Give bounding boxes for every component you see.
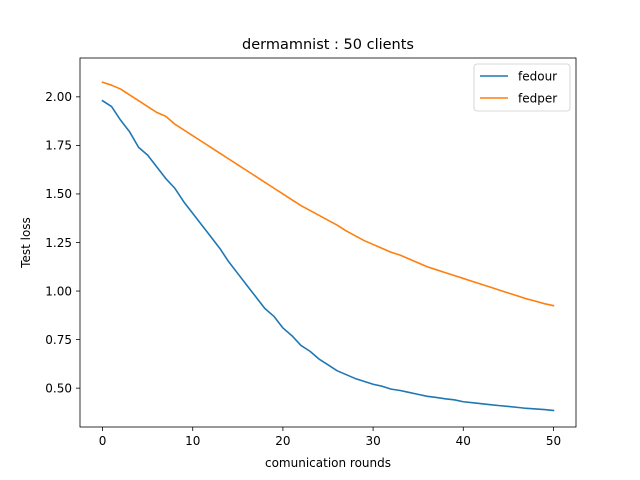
- y-tick-label: 0.75: [45, 333, 72, 347]
- x-tick-label: 30: [365, 434, 380, 448]
- legend-label-fedper: fedper: [518, 91, 557, 105]
- plot-lines: [101, 81, 555, 412]
- y-tick-label: 1.75: [45, 139, 72, 153]
- series-line-fedper: [101, 81, 555, 307]
- y-axis-ticks: 0.50 0.75 1.00 1.25 1.50 1.75 2.00: [45, 90, 80, 395]
- x-axis-label: comunication rounds: [265, 456, 391, 470]
- x-tick-label: 10: [185, 434, 200, 448]
- chart-title: dermamnist : 50 clients: [242, 37, 414, 53]
- y-tick-label: 0.50: [45, 381, 72, 395]
- y-tick-label: 2.00: [45, 90, 72, 104]
- x-tick-label: 40: [456, 434, 471, 448]
- y-axis-label: Test loss: [19, 217, 33, 269]
- x-tick-label: 20: [275, 434, 290, 448]
- y-tick-label: 1.50: [45, 187, 72, 201]
- legend-label-fedour: fedour: [518, 69, 557, 83]
- x-axis-ticks: 0 10 20 30 40 50: [99, 427, 561, 448]
- y-tick-label: 1.00: [45, 284, 72, 298]
- series-line-fedour: [101, 99, 555, 412]
- x-tick-label: 0: [99, 434, 107, 448]
- x-tick-label: 50: [546, 434, 561, 448]
- y-tick-label: 1.25: [45, 236, 72, 250]
- legend: fedour fedper: [473, 63, 571, 112]
